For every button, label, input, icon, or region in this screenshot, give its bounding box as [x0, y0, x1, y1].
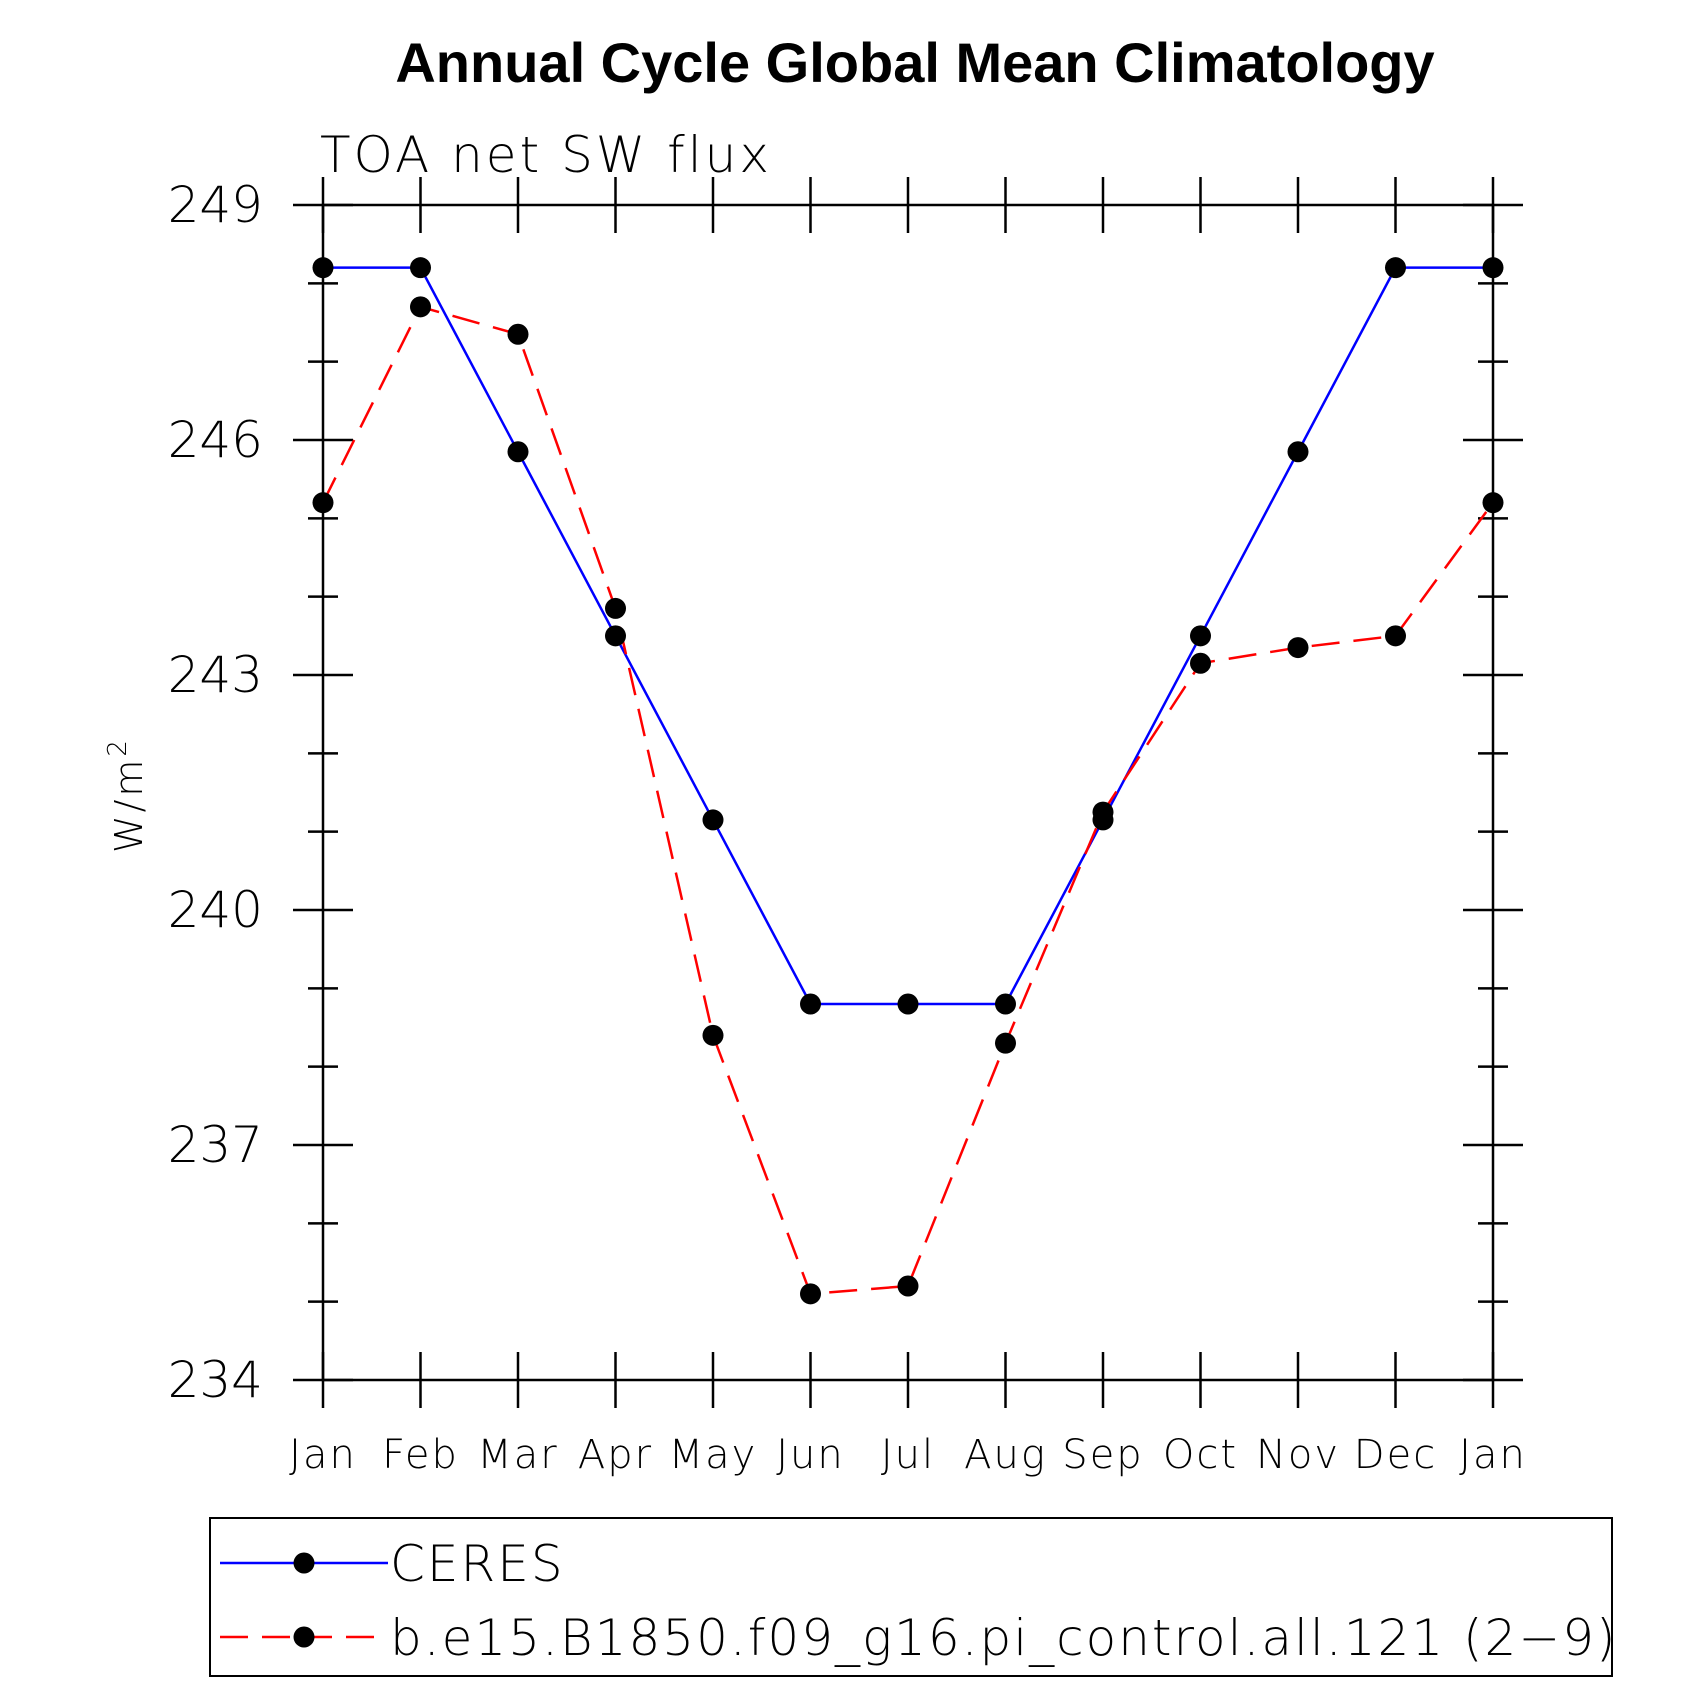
- series-2-point: [1287, 637, 1309, 659]
- y-tick-label: 240: [168, 881, 263, 939]
- legend-label-1: CERES: [390, 1535, 565, 1593]
- y-tick-label: 237: [168, 1116, 263, 1174]
- chart-title: Annual Cycle Global Mean Climatology: [395, 31, 1434, 94]
- series-2-point: [312, 492, 334, 514]
- series-1-point: [507, 441, 529, 463]
- y-axis-label: W/m2: [103, 737, 151, 853]
- series-2-point: [995, 1032, 1016, 1054]
- y-tick-label: 243: [168, 646, 263, 704]
- legend-marker-1: [293, 1552, 315, 1574]
- series-line-2: [321, 305, 1495, 1296]
- series-line-1: [323, 266, 1493, 1006]
- series-2-point: [410, 296, 431, 318]
- series-1-point: [1190, 625, 1211, 647]
- x-tick-label: Mar: [477, 1432, 558, 1478]
- x-tick-label: Dec: [1354, 1432, 1437, 1478]
- series-1-point: [1287, 441, 1309, 463]
- x-tick-label: Sep: [1062, 1432, 1143, 1478]
- x-tick-label: Aug: [964, 1432, 1047, 1478]
- series-2-point: [897, 1275, 919, 1297]
- series-1-point: [1385, 257, 1406, 279]
- plot-frame: [321, 203, 1495, 1382]
- legend-marker-2: [293, 1626, 315, 1648]
- x-tick-label: Oct: [1163, 1432, 1238, 1478]
- chart-subtitle: TOA net SW flux: [320, 126, 772, 184]
- y-tick-label: 246: [168, 411, 263, 469]
- y-tick-label: 249: [168, 176, 263, 234]
- series-1-point: [410, 257, 431, 279]
- x-tick-label: May: [669, 1432, 758, 1478]
- series-2-point: [1482, 492, 1504, 514]
- series-1-point: [605, 625, 626, 647]
- series-2-point: [702, 1024, 724, 1046]
- series-2-point: [1190, 652, 1211, 674]
- series-2-point: [605, 597, 626, 619]
- series-2-point: [800, 1283, 821, 1305]
- series-1-point: [702, 809, 724, 831]
- x-tick-label: Feb: [382, 1432, 459, 1478]
- series-2-point: [507, 323, 529, 345]
- legend-box: [209, 1517, 1613, 1677]
- x-tick-label: Jul: [881, 1432, 935, 1478]
- y-tick-label: 234: [168, 1351, 263, 1409]
- x-tick-label: Jan: [289, 1432, 357, 1478]
- x-tick-label: Apr: [578, 1432, 653, 1478]
- x-tick-label: Jun: [776, 1432, 845, 1478]
- series-2-point: [1092, 801, 1114, 823]
- series-2-point: [1385, 625, 1406, 647]
- x-tick-label: Jan: [1459, 1432, 1527, 1478]
- series-1-point: [312, 257, 334, 279]
- x-tick-label: Nov: [1256, 1432, 1340, 1478]
- series-1-point: [897, 993, 919, 1015]
- series-1-point: [995, 993, 1016, 1015]
- series-1-point: [800, 993, 821, 1015]
- legend-label-2: b.e15.B1850.f09_g16.pi_control.all.121 (…: [390, 1609, 1618, 1667]
- series-1-point: [1482, 257, 1504, 279]
